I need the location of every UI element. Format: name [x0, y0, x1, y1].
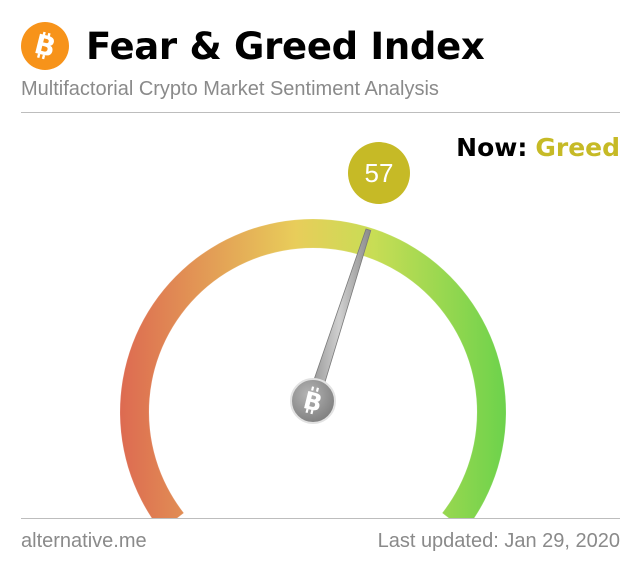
footer-divider: [21, 518, 620, 519]
fear-greed-gauge: B 57: [119, 142, 507, 518]
bitcoin-hub-icon: [290, 378, 336, 424]
page-subtitle: Multifactorial Crypto Market Sentiment A…: [21, 78, 439, 100]
source-label: alternative.me: [21, 530, 147, 552]
gauge-needle: [306, 228, 372, 404]
now-label: Now:: [456, 133, 528, 162]
page-title: Fear & Greed Index: [86, 25, 485, 68]
bitcoin-symbol-icon: B: [31, 29, 58, 63]
index-value: 57: [365, 158, 394, 188]
bitcoin-logo-icon: B: [21, 22, 69, 70]
header: B Fear & Greed Index Multifactorial Cryp…: [0, 0, 640, 112]
current-status: Now: Greed: [456, 130, 620, 166]
classification-label: Greed: [535, 133, 620, 162]
value-badge: [348, 142, 410, 204]
header-divider: [21, 112, 620, 113]
last-updated: Last updated: Jan 29, 2020: [377, 530, 620, 552]
gauge-arc: [119, 218, 507, 518]
